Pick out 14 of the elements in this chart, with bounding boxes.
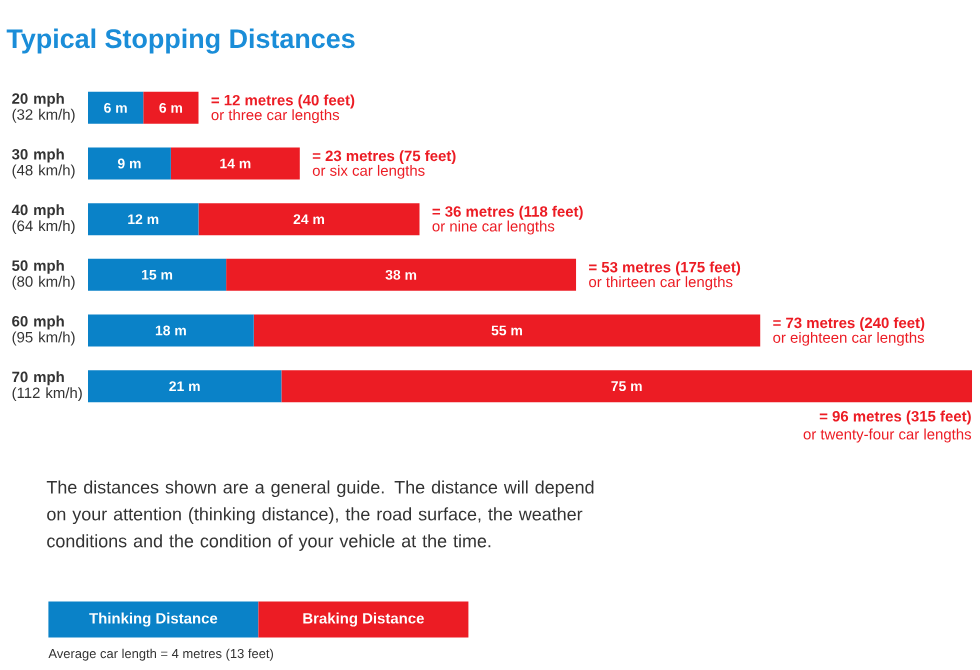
bar	[88, 203, 199, 236]
bar	[88, 370, 282, 403]
bar	[88, 91, 144, 124]
text: The distances shown are a general guide. The distance will depend on your attention (thinking distance), the road surface, the weather conditions and the condition of your vehicle at the time.	[46, 480, 594, 551]
bar	[143, 91, 199, 124]
bar	[88, 314, 254, 347]
bar	[253, 314, 761, 347]
chart-title: Typical Stopping Distances	[6, 28, 355, 54]
bar	[226, 258, 577, 291]
bar	[88, 258, 227, 291]
bar	[198, 203, 420, 236]
bar	[281, 370, 973, 403]
bar	[88, 147, 171, 180]
bar	[170, 147, 300, 180]
